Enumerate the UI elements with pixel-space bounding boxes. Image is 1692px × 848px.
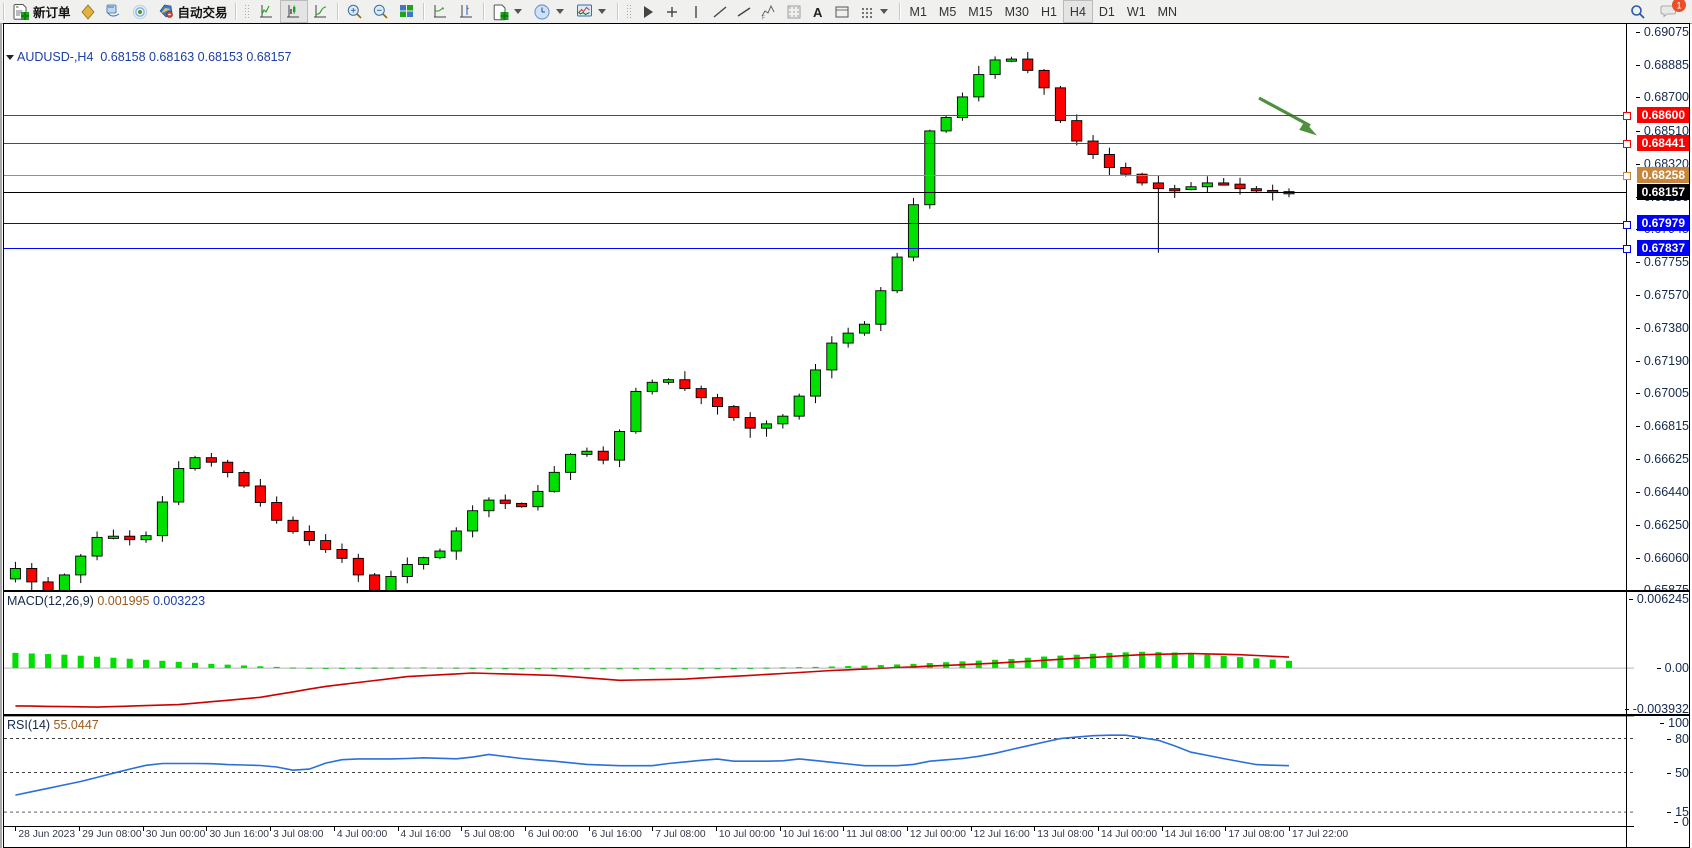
svg-text:A: A — [813, 5, 823, 20]
svg-text:F: F — [762, 15, 765, 20]
svg-text:1: 1 — [1676, 1, 1681, 11]
